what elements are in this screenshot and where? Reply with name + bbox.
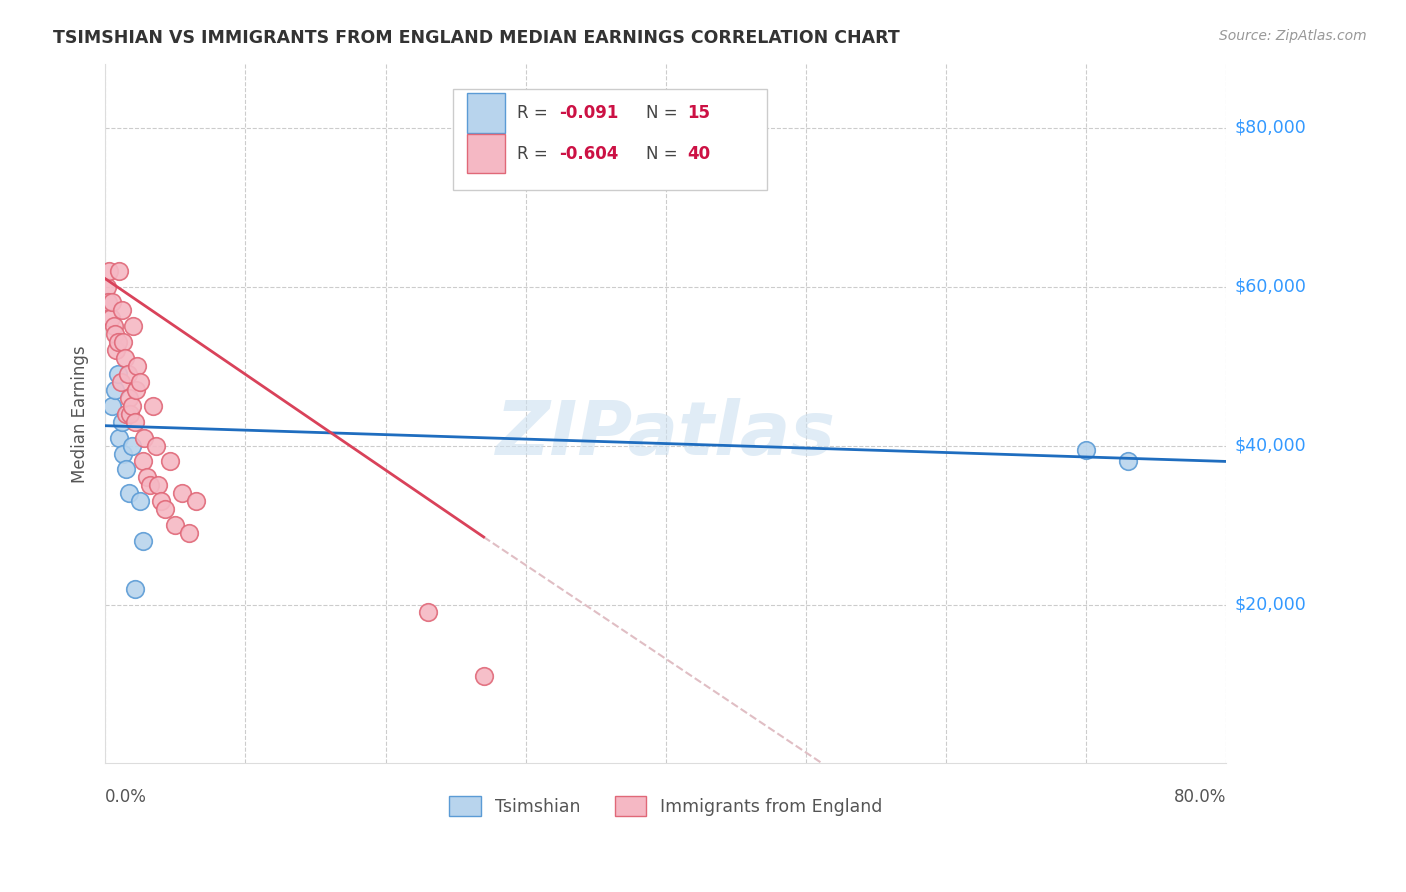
Point — [107, 335, 129, 350]
FancyBboxPatch shape — [453, 88, 766, 190]
Point — [112, 335, 135, 350]
Point — [159, 454, 181, 468]
Text: TSIMSHIAN VS IMMIGRANTS FROM ENGLAND MEDIAN EARNINGS CORRELATION CHART: TSIMSHIAN VS IMMIGRANTS FROM ENGLAND MED… — [53, 29, 900, 46]
FancyBboxPatch shape — [467, 134, 506, 173]
Point — [101, 295, 124, 310]
Point — [155, 502, 177, 516]
Point — [132, 454, 155, 468]
Point — [98, 263, 121, 277]
Point — [139, 478, 162, 492]
Point — [115, 407, 138, 421]
Text: R =: R = — [516, 145, 553, 162]
Point — [122, 319, 145, 334]
Text: R =: R = — [516, 104, 553, 122]
Text: $80,000: $80,000 — [1234, 119, 1306, 136]
Text: N =: N = — [645, 104, 682, 122]
Point — [1118, 454, 1140, 468]
Point — [118, 486, 141, 500]
Point — [111, 303, 134, 318]
Point — [142, 399, 165, 413]
Text: $20,000: $20,000 — [1234, 596, 1306, 614]
Point — [125, 383, 148, 397]
Text: Source: ZipAtlas.com: Source: ZipAtlas.com — [1219, 29, 1367, 43]
FancyBboxPatch shape — [467, 94, 506, 133]
Point — [186, 494, 208, 508]
Point — [97, 295, 120, 310]
Point — [416, 606, 439, 620]
Point — [104, 327, 127, 342]
Point — [121, 399, 143, 413]
Text: ZIPatlas: ZIPatlas — [496, 398, 835, 471]
Point — [107, 367, 129, 381]
Point — [145, 439, 167, 453]
Point — [124, 582, 146, 596]
Point — [111, 415, 134, 429]
Point — [1076, 442, 1098, 457]
Text: 0.0%: 0.0% — [105, 788, 148, 806]
Point — [121, 439, 143, 453]
Point — [165, 518, 187, 533]
Point — [472, 669, 495, 683]
Text: -0.091: -0.091 — [560, 104, 619, 122]
Text: -0.604: -0.604 — [560, 145, 619, 162]
Point — [104, 383, 127, 397]
Text: 80.0%: 80.0% — [1174, 788, 1226, 806]
Point — [105, 343, 128, 358]
Point — [136, 470, 159, 484]
Point — [117, 367, 139, 381]
Point — [103, 319, 125, 334]
Point — [96, 279, 118, 293]
Point — [132, 533, 155, 548]
Text: N =: N = — [645, 145, 682, 162]
Point — [172, 486, 194, 500]
Text: $60,000: $60,000 — [1234, 277, 1306, 295]
Point — [118, 391, 141, 405]
Point — [120, 407, 142, 421]
Point — [127, 359, 149, 373]
Text: 40: 40 — [688, 145, 710, 162]
Legend: Tsimshian, Immigrants from England: Tsimshian, Immigrants from England — [440, 788, 891, 825]
Point — [96, 295, 118, 310]
Point — [108, 431, 131, 445]
Point — [101, 399, 124, 413]
Point — [108, 263, 131, 277]
Point — [134, 431, 156, 445]
Point — [150, 494, 173, 508]
Point — [148, 478, 170, 492]
Point — [100, 311, 122, 326]
Text: $40,000: $40,000 — [1234, 436, 1306, 455]
Point — [124, 415, 146, 429]
Point — [129, 494, 152, 508]
Point — [129, 375, 152, 389]
Text: 15: 15 — [688, 104, 710, 122]
Point — [114, 351, 136, 365]
Point — [115, 462, 138, 476]
Point — [110, 375, 132, 389]
Y-axis label: Median Earnings: Median Earnings — [72, 345, 89, 483]
Point — [112, 446, 135, 460]
Point — [179, 526, 201, 541]
